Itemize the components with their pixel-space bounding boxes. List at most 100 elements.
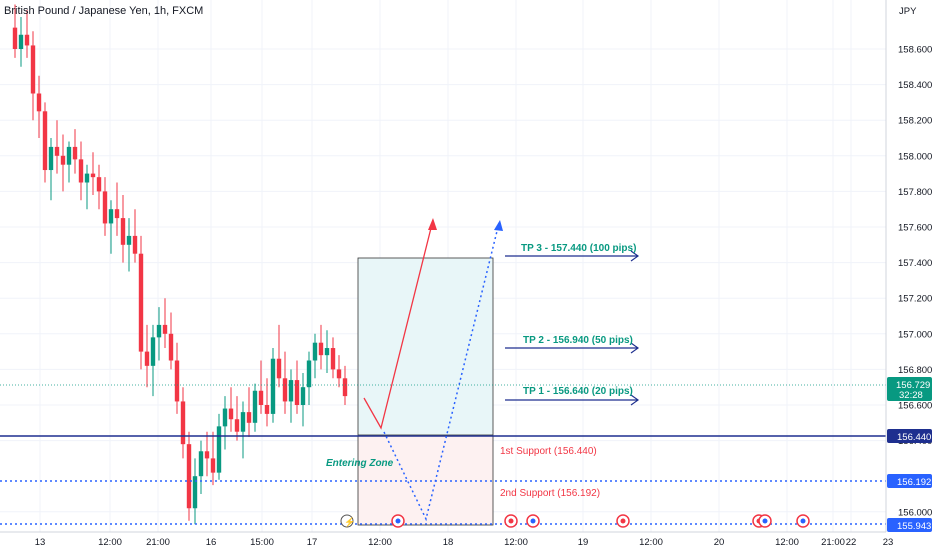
- flag-uk-icon-center: [762, 518, 768, 524]
- candle-bearish[interactable]: [72, 129, 78, 174]
- candle-bearish[interactable]: [138, 235, 144, 370]
- candle-bearish[interactable]: [54, 120, 60, 174]
- candle-bearish[interactable]: [12, 4, 18, 58]
- candle-bearish[interactable]: [114, 182, 120, 236]
- candle-bullish[interactable]: [324, 330, 330, 373]
- flag-jp-icon-center: [508, 518, 514, 524]
- candle-body: [138, 253, 144, 352]
- candle-bullish[interactable]: [240, 401, 246, 459]
- candle-bearish[interactable]: [204, 431, 210, 477]
- candle-body: [294, 380, 300, 405]
- candle-body: [90, 173, 96, 178]
- event-markers[interactable]: ⚡: [340, 514, 810, 528]
- candle-bearish[interactable]: [132, 209, 138, 263]
- candle-body: [258, 390, 264, 405]
- time-tick-label: 12:00: [775, 537, 799, 548]
- candle-bearish[interactable]: [102, 177, 108, 236]
- candle-bullish[interactable]: [270, 348, 276, 423]
- candle-body: [150, 337, 156, 366]
- candle-bearish[interactable]: [330, 337, 336, 379]
- candle-bearish[interactable]: [234, 396, 240, 441]
- candle-bullish[interactable]: [222, 396, 228, 450]
- candle-bearish[interactable]: [180, 387, 186, 459]
- candle-body: [216, 426, 222, 473]
- candle-bullish[interactable]: [18, 16, 24, 67]
- candle-bearish[interactable]: [186, 431, 192, 521]
- flag-uk-icon-center: [395, 518, 401, 524]
- candle-bullish[interactable]: [156, 307, 162, 361]
- candle-body: [240, 412, 246, 432]
- price-tick-label: 157.400: [898, 258, 932, 269]
- candle-body: [102, 191, 108, 224]
- candle-body: [300, 387, 306, 405]
- candle-bearish[interactable]: [210, 431, 216, 486]
- time-tick-label: 23: [883, 537, 894, 548]
- candle-bearish[interactable]: [162, 298, 168, 349]
- candle-bearish[interactable]: [120, 194, 126, 263]
- candle-bearish[interactable]: [144, 324, 150, 388]
- candle-bullish[interactable]: [48, 138, 54, 201]
- price-tick-label: 158.400: [898, 80, 932, 91]
- candle-bearish[interactable]: [30, 31, 36, 121]
- candle-bullish[interactable]: [150, 324, 156, 397]
- candle-bearish[interactable]: [78, 141, 84, 201]
- tp2-arrow: [505, 342, 640, 354]
- chart-title: British Pound / Japanese Yen, 1h, FXCM: [4, 5, 203, 17]
- candle-bullish[interactable]: [252, 383, 258, 432]
- candle-bearish[interactable]: [258, 360, 264, 414]
- tp1-label: TP 1 - 156.640 (20 pips): [523, 386, 633, 397]
- candle-bearish[interactable]: [36, 75, 42, 138]
- candle-body: [282, 378, 288, 402]
- candle-body: [336, 369, 342, 379]
- candle-bearish[interactable]: [336, 355, 342, 388]
- candle-bearish[interactable]: [96, 164, 102, 210]
- candle-body: [84, 173, 90, 183]
- candle-bullish[interactable]: [306, 351, 312, 405]
- candle-body: [180, 401, 186, 445]
- candle-bullish[interactable]: [66, 141, 72, 183]
- candle-bearish[interactable]: [264, 378, 270, 427]
- candle-bearish[interactable]: [174, 342, 180, 414]
- candle-bullish[interactable]: [84, 164, 90, 210]
- time-axis[interactable]: 13 12:00 21:00 16 15:00 17 12:00 18 12:00 19 12:00…: [35, 537, 894, 548]
- candle-bearish[interactable]: [294, 360, 300, 414]
- price-tick-label: 157.000: [898, 329, 932, 340]
- candle-bearish[interactable]: [228, 387, 234, 432]
- candle-bullish[interactable]: [198, 440, 204, 494]
- candle-bearish[interactable]: [24, 9, 30, 58]
- candle-bearish[interactable]: [276, 324, 282, 388]
- tp3-arrow: [505, 250, 640, 262]
- price-tick-label: 157.200: [898, 294, 932, 305]
- candle-bullish[interactable]: [126, 218, 132, 272]
- time-tick-label: 21:00: [146, 537, 170, 548]
- candle-bullish[interactable]: [192, 458, 198, 525]
- time-tick-label: 13: [35, 537, 46, 548]
- candle-bullish[interactable]: [300, 372, 306, 427]
- candle-bullish[interactable]: [288, 369, 294, 423]
- candle-body: [42, 111, 48, 171]
- candle-bearish[interactable]: [246, 387, 252, 438]
- candle-body: [78, 159, 84, 183]
- candle-body: [342, 378, 348, 397]
- candle-bearish[interactable]: [318, 324, 324, 370]
- entering-zone-label: Entering Zone: [326, 458, 394, 469]
- lightning-glyph: ⚡: [344, 516, 355, 528]
- candle-bearish[interactable]: [168, 312, 174, 370]
- candle-body: [96, 177, 102, 192]
- projection-solid-arrow: [363, 218, 437, 430]
- current-price-badge: 156.729 32:28: [887, 377, 932, 401]
- candle-bearish[interactable]: [90, 152, 96, 195]
- candle-bearish[interactable]: [282, 351, 288, 414]
- candle-bullish[interactable]: [108, 200, 114, 254]
- candle-bullish[interactable]: [312, 333, 318, 379]
- candle-body: [306, 360, 312, 388]
- candle-bearish[interactable]: [42, 102, 48, 183]
- price-axis[interactable]: 158.600 158.400 158.200 158.000 157.800 157.6…: [898, 45, 932, 519]
- candle-body: [246, 412, 252, 423]
- candle-bullish[interactable]: [216, 413, 222, 480]
- candle-bearish[interactable]: [342, 365, 348, 405]
- candle-body: [192, 476, 198, 509]
- candle-bearish[interactable]: [60, 134, 66, 192]
